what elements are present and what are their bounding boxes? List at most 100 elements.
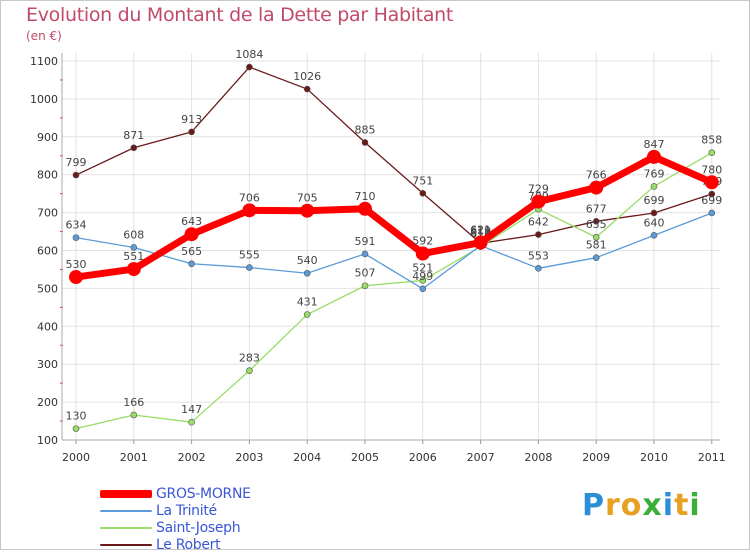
y-tick-label: 400 bbox=[37, 320, 58, 333]
data-point bbox=[246, 63, 253, 71]
data-label: 729 bbox=[528, 183, 549, 196]
proxiti-logo: Proxiti bbox=[582, 488, 701, 523]
data-point bbox=[708, 149, 716, 157]
data-label: 634 bbox=[66, 219, 87, 232]
data-label: 507 bbox=[355, 267, 376, 280]
data-label: 619 bbox=[470, 224, 491, 237]
legend-swatch bbox=[100, 526, 152, 529]
data-label: 705 bbox=[297, 192, 318, 205]
logo-letter: t bbox=[674, 488, 690, 523]
data-label: 1026 bbox=[293, 70, 321, 83]
data-label: 847 bbox=[644, 138, 665, 151]
data-label: 608 bbox=[123, 228, 144, 241]
data-point bbox=[589, 180, 604, 195]
data-label: 521 bbox=[412, 261, 433, 274]
data-point bbox=[361, 282, 369, 290]
y-tick-label: 1000 bbox=[30, 93, 58, 106]
data-label: 766 bbox=[586, 169, 607, 182]
data-point bbox=[592, 218, 600, 225]
data-label: 751 bbox=[412, 174, 433, 187]
data-point bbox=[647, 149, 661, 164]
data-label: 635 bbox=[586, 218, 607, 231]
logo-letter: x bbox=[642, 488, 663, 523]
data-point bbox=[535, 231, 542, 238]
legend-item-la-trinite: La Trinité bbox=[100, 502, 251, 519]
x-tick-label: 2011 bbox=[698, 451, 726, 464]
series-line bbox=[75, 152, 713, 430]
data-label: 799 bbox=[66, 156, 87, 169]
x-tick-label: 2005 bbox=[351, 451, 379, 464]
legend-item-le-robert: Le Robert bbox=[100, 536, 251, 553]
data-label: 592 bbox=[412, 235, 433, 248]
y-tick-label: 500 bbox=[37, 282, 58, 295]
data-point bbox=[246, 367, 253, 374]
data-label: 553 bbox=[528, 249, 549, 262]
x-tick-label: 2000 bbox=[62, 451, 90, 464]
data-point bbox=[592, 254, 600, 262]
data-label: 130 bbox=[66, 410, 87, 423]
data-point bbox=[650, 183, 658, 190]
data-label: 565 bbox=[181, 245, 202, 258]
legend-swatch bbox=[100, 543, 152, 546]
data-point bbox=[303, 269, 311, 277]
data-point bbox=[188, 260, 195, 268]
data-point bbox=[650, 232, 658, 239]
data-point bbox=[126, 262, 141, 277]
data-label: 499 bbox=[412, 270, 433, 283]
data-point bbox=[650, 209, 658, 217]
data-label: 621 bbox=[470, 224, 491, 237]
data-point bbox=[72, 171, 80, 179]
legend-swatch bbox=[100, 489, 152, 498]
x-tick-label: 2007 bbox=[467, 451, 495, 464]
data-point bbox=[130, 411, 138, 419]
x-tick-label: 2001 bbox=[120, 451, 148, 464]
data-label: 643 bbox=[181, 215, 202, 228]
legend-item-gros-morne: GROS-MORNE bbox=[100, 485, 251, 502]
legend-item-saint-joseph: Saint-Joseph bbox=[100, 519, 251, 536]
logo-letter: i bbox=[689, 488, 701, 523]
data-label: 780 bbox=[701, 163, 722, 176]
x-tick-label: 2002 bbox=[178, 451, 206, 464]
data-label: 540 bbox=[297, 254, 318, 267]
data-label: 913 bbox=[181, 113, 202, 126]
y-tick-label: 1100 bbox=[30, 55, 58, 68]
logo-letter: i bbox=[662, 488, 675, 523]
data-point bbox=[419, 189, 427, 197]
data-point bbox=[69, 270, 83, 285]
legend: GROS-MORNE La Trinité Saint-Joseph Le Ro… bbox=[100, 485, 251, 553]
data-label: 871 bbox=[123, 129, 144, 142]
data-label: 677 bbox=[586, 202, 607, 215]
logo-letter: o bbox=[620, 488, 643, 523]
legend-label: La Trinité bbox=[156, 502, 217, 519]
y-tick-label: 900 bbox=[37, 131, 58, 144]
data-label: 885 bbox=[355, 123, 376, 136]
data-label: 431 bbox=[297, 296, 318, 309]
series-line bbox=[72, 153, 716, 281]
data-label: 283 bbox=[239, 352, 260, 365]
logo-letter: r bbox=[605, 488, 621, 523]
data-point bbox=[130, 244, 138, 251]
data-point bbox=[419, 285, 427, 293]
data-label: 147 bbox=[181, 403, 202, 416]
y-tick-label: 800 bbox=[37, 169, 58, 182]
data-point bbox=[303, 85, 311, 93]
y-tick-label: 600 bbox=[37, 245, 58, 258]
data-point bbox=[130, 144, 138, 152]
x-tick-label: 2009 bbox=[582, 451, 610, 464]
data-label: 699 bbox=[644, 194, 665, 207]
series-line bbox=[75, 212, 713, 290]
x-tick-label: 2006 bbox=[409, 451, 437, 464]
data-label: 699 bbox=[701, 194, 722, 207]
y-tick-label: 200 bbox=[37, 396, 58, 409]
data-point bbox=[531, 194, 546, 209]
data-point bbox=[300, 203, 315, 218]
data-point bbox=[188, 418, 195, 426]
data-point bbox=[535, 265, 542, 272]
data-point bbox=[592, 233, 600, 241]
x-tick-label: 2008 bbox=[524, 451, 552, 464]
data-point bbox=[708, 190, 716, 198]
legend-label: Le Robert bbox=[156, 536, 221, 553]
data-label: 642 bbox=[528, 216, 549, 229]
x-tick-label: 2003 bbox=[235, 451, 263, 464]
